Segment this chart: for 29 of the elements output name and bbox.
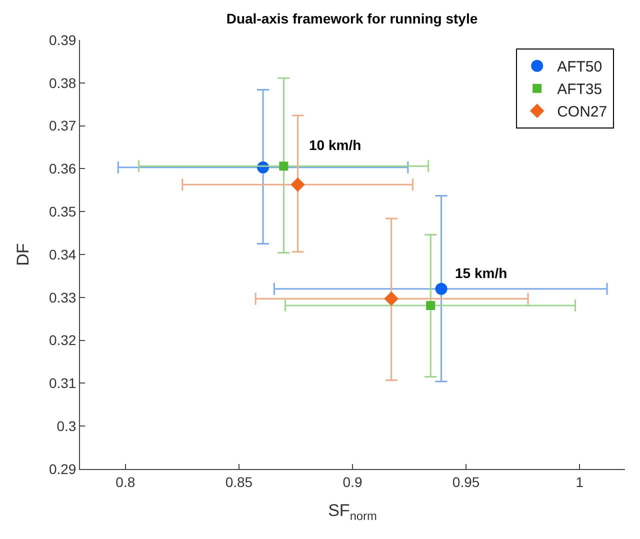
legend-label: CON27 [557,104,608,121]
y-tick-label: 0.32 [48,332,76,348]
x-tick-label: 0.95 [452,474,480,490]
x-axis-title: SF$_{norm}$ [328,501,378,523]
y-tick-label: 0.33 [48,289,76,306]
y-tick-label: 0.3 [56,418,76,434]
x-tick-label: 1 [576,474,584,490]
y-tick-label: 0.39 [48,32,76,48]
x-tick-label: 0.8 [116,474,136,490]
legend-label: AFT50 [557,58,602,76]
legend-label: AFT35 [557,81,602,98]
annotation: 10 km/h [309,137,362,153]
y-tick-label: 0.29 [48,460,76,477]
y-tick-label: 0.37 [48,118,76,134]
y-tick-label: 0.36 [48,160,76,177]
y-tick-label: 0.31 [48,375,76,392]
y-tick-label: 0.38 [48,74,76,91]
point [279,162,288,171]
y-tick-label: 0.34 [48,246,76,262]
annotation: 15 km/h [455,265,508,281]
x-tick-label: 0.85 [225,474,253,490]
y-axis-title: DF [14,243,32,266]
point [290,177,305,192]
chart-title: Dual-axis framework for running style [226,10,478,26]
point [435,282,448,295]
point [426,301,436,310]
point [384,292,398,306]
y-tick-label: 0.35 [48,204,76,220]
x-tick-label: 0.9 [342,474,362,490]
